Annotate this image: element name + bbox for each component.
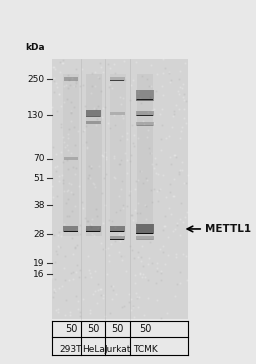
Bar [136, 99, 153, 100]
Bar [86, 231, 100, 232]
Bar [86, 74, 102, 236]
Bar [110, 231, 124, 232]
Bar [136, 115, 153, 116]
Text: 28: 28 [33, 230, 45, 239]
Bar [136, 233, 153, 234]
Bar [136, 115, 153, 116]
Text: 70: 70 [33, 154, 45, 163]
Text: Jurkat: Jurkat [104, 345, 131, 355]
Text: 130: 130 [27, 111, 45, 120]
Bar [110, 226, 125, 232]
Bar [136, 233, 153, 234]
Bar [110, 231, 124, 232]
Bar [110, 236, 125, 240]
Bar [87, 231, 101, 232]
Bar [136, 115, 153, 116]
Bar [136, 233, 153, 234]
Bar [86, 231, 100, 232]
Bar [63, 231, 78, 232]
Bar [136, 233, 153, 234]
Bar [110, 231, 124, 232]
Bar [86, 231, 100, 232]
Bar [136, 99, 153, 100]
Text: 50: 50 [139, 324, 151, 334]
Bar [110, 231, 124, 232]
Bar [136, 115, 153, 116]
Text: 50: 50 [111, 324, 124, 334]
Bar [136, 233, 153, 234]
Bar [136, 99, 153, 100]
Bar [63, 226, 78, 232]
Bar [110, 231, 124, 232]
Bar [136, 99, 153, 100]
Bar [136, 90, 154, 101]
Bar [136, 99, 153, 100]
Text: TCMK: TCMK [133, 345, 157, 355]
Bar [86, 231, 100, 232]
Bar [136, 115, 153, 116]
Text: kDa: kDa [25, 43, 45, 52]
Bar [136, 223, 154, 234]
Bar [86, 231, 100, 232]
Text: HeLa: HeLa [82, 345, 105, 355]
Bar [64, 157, 78, 160]
Bar [136, 115, 153, 116]
Bar [86, 226, 101, 232]
Text: 16: 16 [33, 270, 45, 278]
Bar [136, 236, 154, 240]
Bar [110, 111, 125, 115]
Text: 51: 51 [33, 174, 45, 183]
Bar [63, 74, 79, 236]
Bar [110, 231, 124, 232]
Bar [137, 74, 153, 236]
Text: 250: 250 [28, 75, 45, 84]
Bar [136, 233, 153, 234]
Bar [136, 233, 153, 234]
Bar [63, 231, 78, 232]
Text: 38: 38 [33, 201, 45, 210]
Bar [110, 231, 124, 232]
Bar [136, 233, 153, 234]
Bar [136, 233, 153, 234]
Bar [86, 110, 101, 116]
Bar [136, 115, 153, 116]
Bar [136, 122, 154, 126]
Bar [110, 231, 124, 232]
Bar [136, 99, 153, 100]
Text: 50: 50 [88, 324, 100, 334]
Bar [63, 231, 78, 232]
Bar [136, 115, 153, 116]
Bar [136, 111, 154, 116]
Bar [110, 74, 126, 236]
Bar [110, 231, 124, 232]
Bar [86, 231, 100, 232]
Bar [86, 231, 100, 232]
Bar [51, 59, 188, 319]
Text: 293T: 293T [60, 345, 82, 355]
Bar [110, 77, 125, 81]
Bar [86, 120, 101, 124]
Bar [136, 115, 153, 116]
Bar [136, 115, 153, 116]
Bar [136, 233, 153, 234]
Bar [136, 233, 153, 234]
Text: 50: 50 [65, 324, 77, 334]
Bar [136, 99, 153, 100]
Bar [136, 99, 153, 100]
Bar [136, 100, 153, 101]
Bar [63, 231, 78, 232]
Bar [110, 231, 124, 232]
Bar [136, 100, 153, 101]
Bar [86, 231, 100, 232]
Text: 19: 19 [33, 259, 45, 268]
Bar [64, 77, 78, 81]
Bar [136, 233, 153, 234]
Bar [86, 231, 100, 232]
Text: METTL1: METTL1 [205, 224, 251, 234]
